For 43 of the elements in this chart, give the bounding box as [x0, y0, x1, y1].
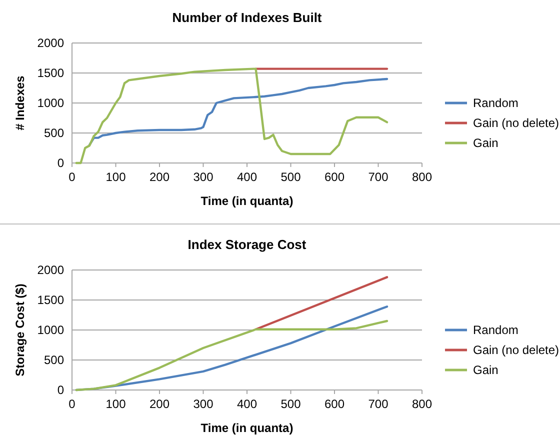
x-tick-label: 100 [106, 397, 126, 411]
legend-label: Gain [473, 363, 498, 378]
y-tick-label: 0 [57, 383, 64, 398]
x-tick-label: 100 [106, 170, 126, 184]
chart-title: Index Storage Cost [188, 237, 307, 252]
x-tick-label: 500 [280, 397, 302, 411]
y-tick-label: 1500 [37, 293, 64, 308]
legend-label: Gain (no delete) [473, 116, 560, 130]
x-tick-label: 700 [368, 170, 389, 184]
legend-label: Gain (no delete) [473, 343, 560, 358]
y-tick-label: 500 [44, 353, 64, 368]
x-tick-label: 0 [68, 170, 76, 184]
y-tick-label: 500 [44, 126, 64, 140]
y-tick-label: 1000 [37, 96, 64, 110]
x-tick-label: 600 [324, 397, 345, 411]
y-tick-label: 0 [57, 156, 64, 170]
line-series [75, 320, 388, 392]
x-tick-label: 300 [193, 170, 214, 184]
legend-label: Random [473, 323, 518, 338]
legend-label: Random [473, 96, 518, 110]
line-series [88, 78, 388, 146]
x-tick-label: 400 [236, 397, 258, 411]
x-tick-label: 800 [412, 170, 432, 184]
x-tick-label: 200 [149, 170, 170, 184]
x-tick-label: 400 [236, 170, 258, 184]
x-tick-label: 500 [280, 170, 302, 184]
chart-title: Number of Indexes Built [172, 10, 322, 25]
legend-label: Gain [473, 136, 498, 150]
y-tick-label: 2000 [37, 263, 64, 278]
x-axis-title: Time (in quanta) [200, 194, 294, 208]
y-tick-label: 1500 [37, 66, 64, 80]
x-tick-label: 700 [368, 397, 389, 411]
y-axis-title: Storage Cost ($) [13, 284, 27, 376]
y-tick-label: 1000 [37, 323, 64, 338]
y-tick-label: 2000 [37, 36, 64, 50]
x-tick-label: 0 [68, 397, 76, 411]
x-axis-title: Time (in quanta) [200, 421, 294, 435]
line-series [75, 68, 388, 164]
x-tick-label: 200 [149, 397, 170, 411]
x-tick-label: 600 [324, 170, 345, 184]
y-axis-title: # Indexes [13, 75, 27, 130]
x-tick-label: 800 [412, 397, 432, 411]
x-tick-label: 300 [193, 397, 214, 411]
